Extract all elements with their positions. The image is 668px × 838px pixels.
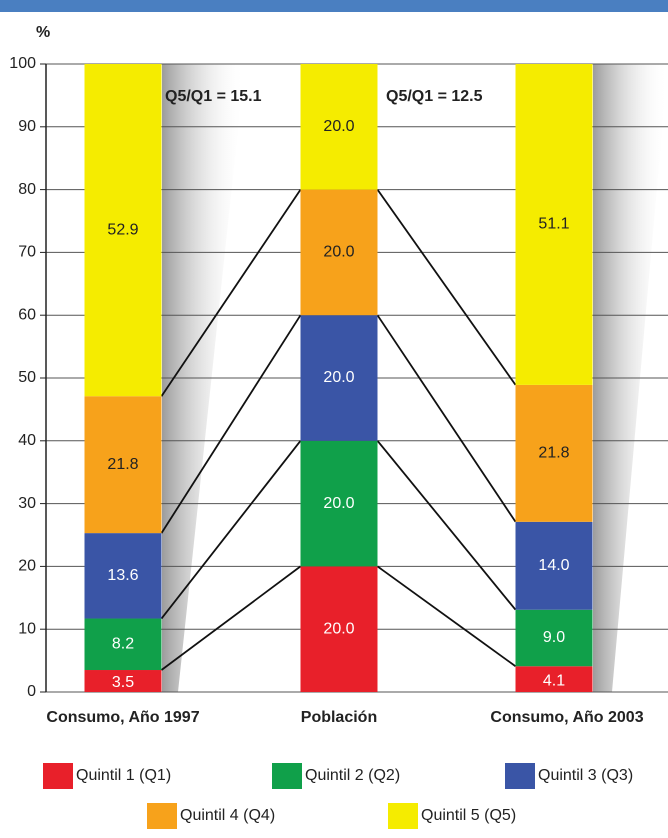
y-tick-label: 20 bbox=[18, 558, 36, 575]
value-label: 52.9 bbox=[107, 221, 138, 238]
bar-segment bbox=[300, 189, 378, 316]
y-tick-label: 40 bbox=[18, 432, 36, 449]
bar-segment bbox=[515, 666, 593, 692]
value-label: 20.0 bbox=[323, 495, 354, 512]
bar-segment bbox=[515, 64, 593, 385]
legend-swatch bbox=[505, 763, 535, 789]
bar-segment bbox=[84, 533, 162, 619]
y-tick-label: 0 bbox=[27, 683, 36, 700]
value-label: 51.1 bbox=[538, 216, 569, 233]
connector bbox=[376, 440, 517, 611]
bar-segment bbox=[300, 440, 378, 567]
legend-swatch bbox=[43, 763, 73, 789]
value-label: 8.2 bbox=[112, 635, 134, 652]
legend-label: Quintil 3 (Q3) bbox=[538, 767, 633, 784]
y-tick-label: 100 bbox=[9, 55, 36, 72]
annotation: Q5/Q1 = 12.5 bbox=[386, 88, 483, 105]
y-tick-label: 30 bbox=[18, 495, 36, 512]
legend-swatch bbox=[147, 803, 177, 829]
connector bbox=[160, 189, 302, 397]
x-tick-label: Consumo, Año 2003 bbox=[490, 709, 643, 726]
bar-segment bbox=[84, 64, 162, 397]
value-label: 21.8 bbox=[538, 445, 569, 462]
value-label: 20.0 bbox=[323, 244, 354, 261]
connector bbox=[160, 440, 302, 620]
value-label: 9.0 bbox=[543, 629, 565, 646]
y-tick-label: 50 bbox=[18, 369, 36, 386]
bar-segment bbox=[300, 64, 378, 190]
legend-swatch bbox=[388, 803, 418, 829]
legend-label: Quintil 1 (Q1) bbox=[76, 767, 171, 784]
y-tick-label: 80 bbox=[18, 181, 36, 198]
top-band bbox=[0, 0, 668, 12]
connector bbox=[376, 189, 517, 386]
bar-segment bbox=[300, 315, 378, 441]
bar-segment bbox=[515, 521, 593, 610]
bar-segment bbox=[515, 609, 593, 667]
legend-swatch bbox=[272, 763, 302, 789]
value-label: 14.0 bbox=[538, 557, 569, 574]
bar-segment bbox=[300, 566, 378, 692]
connector bbox=[160, 314, 302, 534]
connector bbox=[376, 314, 517, 523]
y-tick-label: 90 bbox=[18, 118, 36, 135]
value-label: 13.6 bbox=[107, 567, 138, 584]
connector bbox=[376, 565, 517, 667]
legend-label: Quintil 2 (Q2) bbox=[305, 767, 400, 784]
legend-label: Quintil 5 (Q5) bbox=[421, 807, 516, 824]
legend-label: Quintil 4 (Q4) bbox=[180, 807, 275, 824]
value-label: 3.5 bbox=[112, 674, 134, 691]
y-tick-label: 60 bbox=[18, 306, 36, 323]
y-axis-label: % bbox=[36, 24, 50, 41]
value-label: 20.0 bbox=[323, 118, 354, 135]
value-label: 4.1 bbox=[543, 672, 565, 689]
bar-segment bbox=[84, 396, 162, 534]
bar-segment bbox=[84, 618, 162, 671]
y-tick-label: 70 bbox=[18, 244, 36, 261]
bar-segment bbox=[84, 670, 162, 692]
value-label: 20.0 bbox=[323, 369, 354, 386]
x-tick-label: Consumo, Año 1997 bbox=[46, 709, 199, 726]
x-tick-label: Población bbox=[301, 709, 377, 726]
value-label: 20.0 bbox=[323, 620, 354, 637]
connector bbox=[160, 565, 302, 671]
y-tick-label: 10 bbox=[18, 620, 36, 637]
value-label: 21.8 bbox=[107, 456, 138, 473]
bar-segment bbox=[515, 384, 593, 522]
annotation: Q5/Q1 = 15.1 bbox=[165, 88, 262, 105]
